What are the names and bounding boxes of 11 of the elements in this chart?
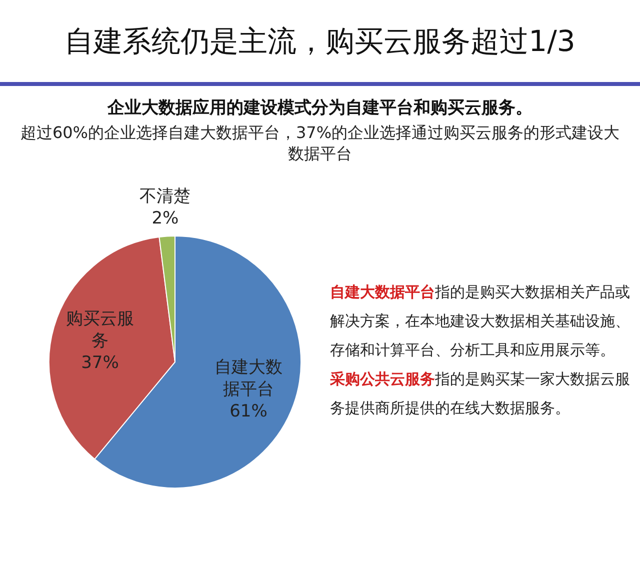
data-label: 61% <box>230 401 268 422</box>
slice-label: 自建大数据平台 <box>214 357 282 400</box>
chart-title: 自建系统仍是主流，购买云服务超过1/3 <box>64 23 576 60</box>
text: 采购公共云服务指的是购买某一家大数据云服务提供商所提供的在线大数据服务。 <box>330 369 630 419</box>
slice-label: 不清楚 <box>140 186 191 206</box>
text: 超过60%的企业选择自建大数据平台，37%的企业选择通过购买云服务的形式建设大数据平台 <box>19 122 621 164</box>
data-label: 2% <box>152 208 179 228</box>
data-label: 37% <box>81 353 119 374</box>
chart-subtitle: 企业大数据应用的建设模式分为自建平台和购买云服务。 <box>106 97 534 119</box>
slice-label: 购买云服务 <box>66 309 134 352</box>
slice-label: 自建大数据平台 <box>330 283 435 301</box>
